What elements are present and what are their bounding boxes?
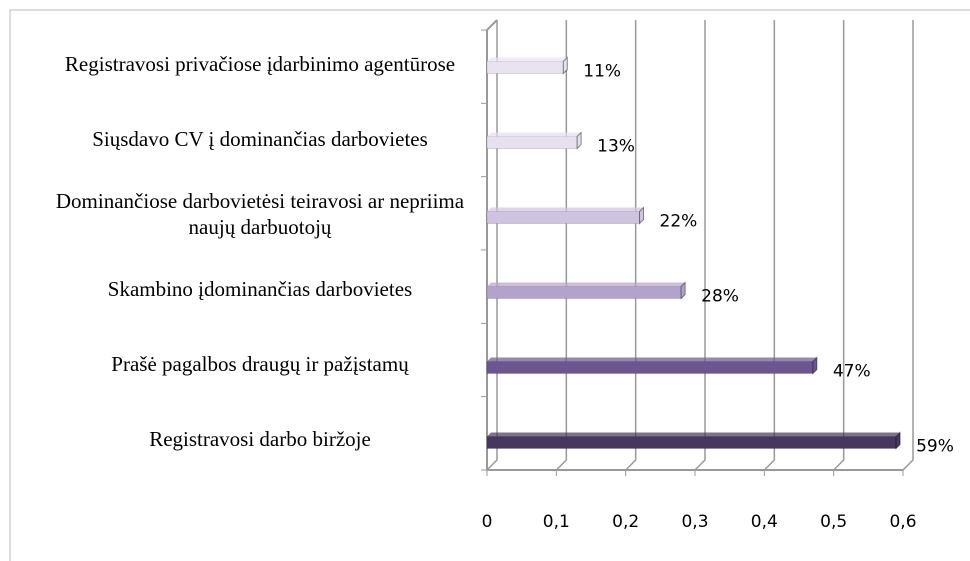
- bar-top: [487, 132, 582, 137]
- frame: [9, 9, 970, 561]
- value-label: 22%: [660, 212, 698, 232]
- bar-end: [576, 131, 582, 150]
- grid-line: [555, 20, 568, 471]
- category-label: Prašė pagalbos draugų ir pažįstamų: [111, 351, 409, 376]
- bar-top: [487, 282, 686, 287]
- x-tick-label: 0,4: [751, 512, 778, 532]
- category-label: Dominančiose darbovietėsi teiravosi ar n…: [55, 188, 465, 239]
- bar-top: [487, 432, 901, 437]
- x-tick-label: 0,5: [820, 512, 847, 532]
- x-tick-label: 0,6: [889, 512, 916, 532]
- grid-line: [486, 20, 498, 471]
- bar-end: [895, 431, 901, 450]
- x-tick-label: 0,1: [543, 512, 570, 532]
- value-label: 28%: [701, 287, 739, 307]
- category-label: Skambino įdominančias darbovietes: [107, 276, 413, 301]
- axis-wall: [486, 19, 498, 470]
- x-tick-label: 0,2: [612, 512, 639, 532]
- value-label: 13%: [597, 137, 635, 157]
- bar-top: [487, 357, 817, 362]
- bar-end: [639, 206, 645, 225]
- bar: [486, 361, 814, 374]
- grid-line: [833, 20, 845, 471]
- bar: [486, 61, 564, 74]
- grid-line: [902, 20, 914, 471]
- bar-top: [487, 57, 568, 62]
- bar-end: [562, 56, 568, 75]
- grid-line: [763, 20, 776, 471]
- value-label: 47%: [833, 362, 871, 382]
- grid-line: [694, 20, 706, 471]
- value-label: 11%: [583, 62, 621, 82]
- category-label: Siųsdavo CV į dominančias darbovietes: [92, 126, 428, 151]
- x-tick-label: 0: [482, 512, 493, 532]
- bar: [486, 286, 682, 299]
- bar-top: [487, 207, 644, 212]
- bar: [486, 436, 897, 449]
- bar: [486, 136, 578, 149]
- category-label: Registravosi privačiose įdarbinimo agent…: [64, 51, 456, 76]
- grid-line: [625, 20, 637, 471]
- bar-end: [812, 356, 818, 375]
- bar-end: [680, 281, 686, 300]
- category-label: Registravosi darbo biržoje: [149, 426, 371, 451]
- x-tick-label: 0,3: [681, 512, 708, 532]
- value-label: 59%: [916, 437, 954, 457]
- bar: [486, 211, 640, 224]
